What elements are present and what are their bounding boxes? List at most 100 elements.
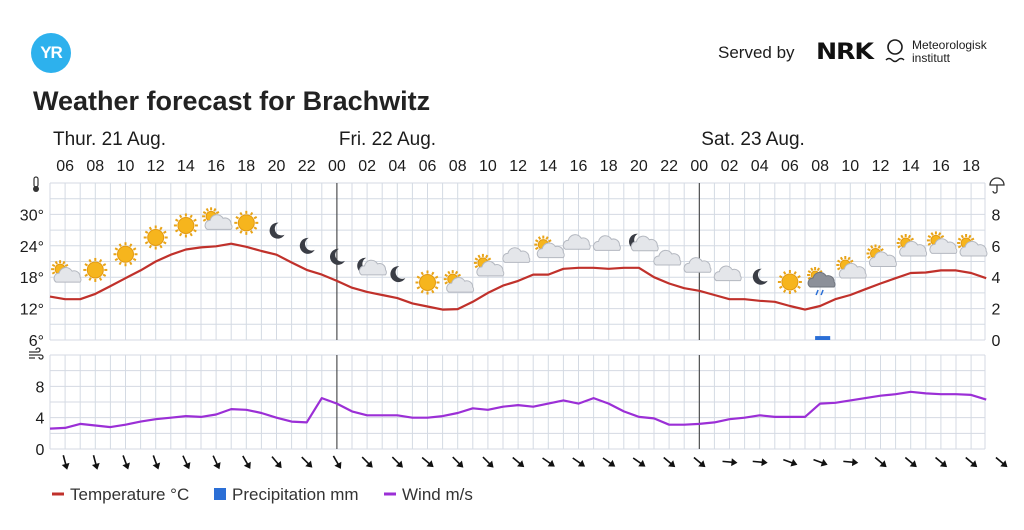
x-tick-label: 06 bbox=[781, 158, 799, 175]
cloud-icon bbox=[683, 257, 712, 273]
wind-arrow-icon bbox=[935, 456, 948, 468]
partly-cloudy-icon bbox=[534, 235, 565, 259]
x-tick-label: 14 bbox=[177, 158, 195, 175]
x-tick-label: 18 bbox=[962, 158, 980, 175]
wind-arrow-icon bbox=[722, 458, 738, 467]
partly-cloudy-icon bbox=[473, 253, 505, 277]
sun-icon bbox=[415, 270, 440, 295]
x-tick-label: 02 bbox=[721, 158, 739, 175]
wind-arrow-icon bbox=[242, 455, 251, 469]
umbrella-icon bbox=[989, 177, 1005, 194]
x-tick-label: 04 bbox=[751, 158, 769, 175]
x-tick-label: 20 bbox=[268, 158, 286, 175]
legend-swatch bbox=[214, 488, 226, 500]
wind-arrow-icon bbox=[874, 456, 887, 468]
wind-arrow-icon bbox=[122, 455, 130, 470]
met-logo-line2: institutt bbox=[912, 51, 951, 65]
day-label: Thur. 21 Aug. bbox=[53, 129, 166, 150]
wind-axis-icon bbox=[29, 347, 44, 360]
day-label: Fri. 22 Aug. bbox=[339, 129, 436, 150]
cloud-icon bbox=[562, 234, 591, 250]
wind-tick-label: 8 bbox=[36, 379, 45, 396]
x-tick-label: 16 bbox=[932, 158, 950, 175]
precipitation-tick-label: 2 bbox=[992, 302, 1001, 319]
legend-label: Precipitation mm bbox=[232, 485, 359, 504]
wind-arrow-icon bbox=[361, 456, 373, 468]
x-tick-label: 06 bbox=[56, 158, 74, 175]
x-tick-label: 04 bbox=[388, 158, 406, 175]
temperature-tick-label: 12° bbox=[20, 302, 44, 319]
temperature-line bbox=[49, 242, 987, 311]
chart-grid bbox=[49, 182, 986, 450]
cloud-icon bbox=[713, 265, 742, 282]
wind-arrow-icon bbox=[663, 456, 676, 468]
x-tick-label: 22 bbox=[298, 158, 316, 175]
wind-arrow-icon bbox=[693, 456, 706, 468]
sun-icon bbox=[777, 269, 802, 294]
sun-icon bbox=[143, 225, 168, 250]
temperature-tick-label: 30° bbox=[20, 207, 44, 224]
x-tick-label: 12 bbox=[509, 158, 527, 175]
wind-arrow-icon bbox=[482, 456, 494, 468]
wind-tick-label: 4 bbox=[36, 411, 45, 428]
x-tick-label: 00 bbox=[690, 158, 708, 175]
x-tick-label: 22 bbox=[660, 158, 678, 175]
precipitation-tick-label: 6 bbox=[992, 239, 1001, 256]
temperature-tick-label: 18° bbox=[20, 270, 44, 287]
x-tick-label: 08 bbox=[811, 158, 829, 175]
cloud-icon bbox=[593, 235, 621, 251]
moon-icon bbox=[330, 248, 345, 265]
precipitation-tick-label: 8 bbox=[992, 207, 1001, 224]
partly-cloudy-icon bbox=[866, 244, 897, 267]
met-logo-line1: Meteorologisk bbox=[912, 38, 987, 52]
partly-cloudy-icon bbox=[896, 234, 928, 257]
nrk-logo[interactable]: NRK bbox=[816, 40, 874, 65]
moon-icon bbox=[299, 237, 315, 254]
legend-label: Temperature °C bbox=[70, 485, 189, 504]
met-logo-text[interactable]: Meteorologisk institutt bbox=[912, 39, 987, 65]
x-tick-label: 08 bbox=[86, 158, 104, 175]
wind-arrow-icon bbox=[783, 458, 798, 467]
wind-arrow-icon bbox=[421, 456, 434, 468]
day-label: Sat. 23 Aug. bbox=[701, 129, 805, 150]
precipitation-tick-label: 0 bbox=[992, 333, 1001, 350]
wind-arrow-icon bbox=[904, 456, 917, 468]
x-tick-label: 12 bbox=[872, 158, 890, 175]
moon-icon bbox=[752, 268, 768, 285]
x-tick-label: 12 bbox=[147, 158, 165, 175]
wind-arrow-icon bbox=[752, 458, 768, 467]
precipitation-bar bbox=[815, 336, 831, 340]
wind-arrow-icon bbox=[61, 455, 70, 470]
sun-icon bbox=[113, 242, 138, 267]
wind-arrow-icon bbox=[632, 457, 646, 467]
x-tick-label: 10 bbox=[479, 158, 497, 175]
sun-icon bbox=[173, 213, 198, 238]
wind-arrow-icon bbox=[512, 456, 525, 468]
wind-arrow-icon bbox=[271, 456, 282, 469]
x-tick-label: 08 bbox=[449, 158, 467, 175]
x-tick-label: 00 bbox=[328, 158, 346, 175]
x-tick-label: 18 bbox=[237, 158, 255, 175]
thermometer-icon bbox=[33, 176, 39, 192]
moon-cloud-icon bbox=[357, 257, 387, 276]
wind-arrow-icon bbox=[301, 456, 313, 468]
wind-arrow-icon bbox=[965, 456, 978, 468]
wind-arrow-icon bbox=[182, 455, 191, 470]
moon-icon bbox=[269, 222, 285, 239]
wind-arrow-icon bbox=[391, 456, 403, 468]
cloud-icon bbox=[502, 247, 531, 263]
x-tick-label: 16 bbox=[570, 158, 588, 175]
wind-arrow-icon bbox=[995, 456, 1008, 468]
served-by-label: Served by bbox=[718, 43, 795, 62]
legend-label: Wind m/s bbox=[402, 485, 473, 504]
partly-cloudy-icon bbox=[926, 231, 958, 254]
precipitation-tick-label: 4 bbox=[992, 270, 1001, 287]
yr-logo[interactable]: YR bbox=[31, 33, 71, 73]
x-tick-label: 06 bbox=[419, 158, 437, 175]
partly-cloudy-icon bbox=[836, 255, 867, 279]
wind-arrow-icon bbox=[542, 457, 555, 467]
x-tick-label: 14 bbox=[902, 158, 920, 175]
temperature-tick-label: 24° bbox=[20, 239, 44, 256]
wind-arrow-icon bbox=[602, 457, 616, 467]
